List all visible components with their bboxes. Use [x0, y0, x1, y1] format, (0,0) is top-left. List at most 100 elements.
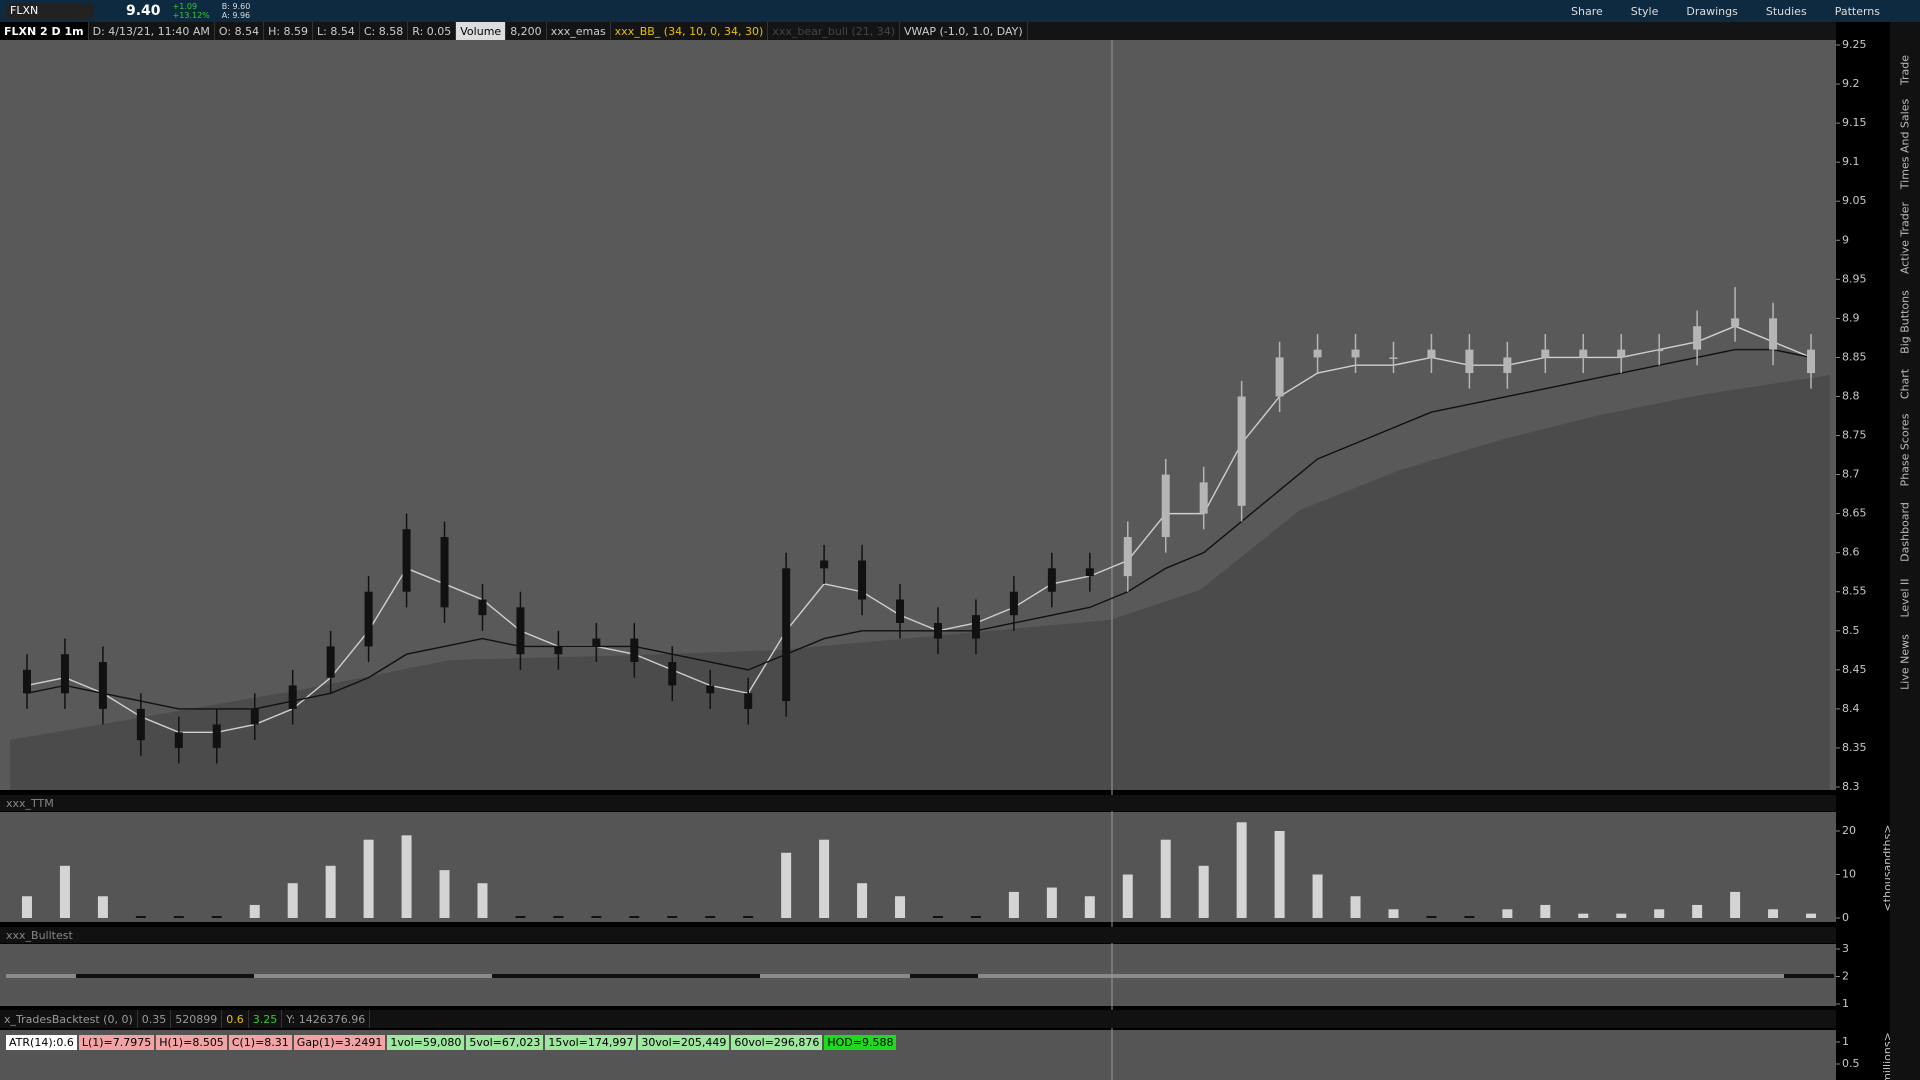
side-tab[interactable]: Times And Sales — [1898, 98, 1912, 190]
ttm-bar — [1502, 909, 1513, 918]
backtest-item: x_TradesBacktest (0, 0) — [0, 1010, 138, 1028]
y-tick-label: 8.6 — [1842, 546, 1860, 559]
candle-body — [782, 568, 791, 702]
price-panel — [0, 40, 1836, 790]
backtest-item: Y: 1426376.96 — [282, 1010, 371, 1028]
ttm-bar — [287, 883, 298, 918]
backtest-row: x_TradesBacktest (0, 0) 0.35 520899 0.6 3.25… — [0, 1010, 1836, 1028]
candle-body — [1693, 326, 1702, 350]
y-tick-label: 9.1 — [1842, 155, 1860, 168]
header-item: D: 4/13/21, 11:40 AM — [89, 22, 215, 40]
toolbar-buttons: Share Style Drawings Studies Patterns — [1571, 5, 1880, 18]
stat-badge: C(1)=8.31 — [228, 1034, 292, 1050]
candle-body — [668, 662, 677, 686]
candle-body — [174, 732, 183, 748]
ttm-bar — [249, 904, 260, 918]
stat-badge: 5vol=67,023 — [466, 1034, 544, 1050]
candle-body — [1009, 591, 1018, 616]
ttm-bar — [932, 916, 943, 918]
ttm-bar — [667, 916, 678, 918]
side-tab[interactable]: Live News — [1898, 634, 1912, 690]
side-tab[interactable]: Trade — [1898, 54, 1912, 86]
side-tab[interactable]: Level II — [1898, 578, 1912, 618]
side-tab[interactable]: Big Buttons — [1898, 290, 1912, 354]
candle-body — [1199, 482, 1208, 514]
ttm-bar — [743, 916, 754, 918]
stats-row: ATR(14):0.6 L(1)=7.7975 H(1)=8.505 C(1)=8.3… — [6, 1033, 898, 1051]
ttm-bar — [1160, 839, 1171, 918]
y-tick-label: 8.3 — [1842, 780, 1860, 793]
ttm-bar — [1540, 904, 1551, 918]
candle-body — [212, 724, 221, 748]
band-fill — [10, 375, 1830, 790]
ttm-bar — [1616, 913, 1627, 918]
ttm-bar — [591, 916, 602, 918]
ttm-bar — [1464, 916, 1475, 918]
stat-badge: HOD=9.588 — [824, 1034, 897, 1050]
y-tick-label: 8.5 — [1842, 624, 1860, 637]
header-item: Volume — [456, 22, 507, 40]
ttm-bar — [21, 896, 32, 918]
candle-body — [1655, 349, 1664, 352]
candle-body — [1389, 357, 1398, 359]
header-item: xxx_bear_bull (21, 34) — [768, 22, 901, 40]
candle-body — [630, 638, 639, 663]
candle-body — [896, 599, 905, 623]
toolbar-button[interactable]: Share — [1571, 4, 1603, 18]
symbol-input[interactable]: FLXN — [6, 3, 94, 19]
y-tick-label: 8.7 — [1842, 468, 1860, 481]
bulltest-label-row: xxx_Bulltest — [0, 927, 1836, 943]
y-tick-label: 8.65 — [1842, 507, 1867, 520]
candle-body — [1617, 349, 1626, 358]
toolbar-button[interactable]: Patterns — [1834, 4, 1880, 18]
side-tab[interactable]: Active Trader — [1898, 201, 1912, 275]
backtest-item: 520899 — [171, 1010, 223, 1028]
candle-body — [1807, 349, 1816, 374]
side-tab[interactable]: Phase Scores — [1898, 413, 1912, 487]
ttm-bar — [401, 835, 412, 918]
ttm-bar — [1730, 891, 1741, 918]
candle-body — [933, 622, 942, 639]
stat-badge: 1vol=59,080 — [387, 1034, 465, 1050]
candle-body — [592, 638, 601, 647]
candle-body — [516, 607, 525, 655]
ttm-bar — [1692, 904, 1703, 918]
ttm-bar — [1350, 896, 1361, 918]
ask: A: 9.96 — [221, 11, 251, 20]
toolbar-button[interactable]: Drawings — [1686, 4, 1738, 18]
side-tab[interactable]: Chart — [1898, 368, 1912, 400]
candle-body — [858, 560, 867, 600]
ttm-bar — [629, 916, 640, 918]
ttm-label-row: xxx_TTM — [0, 795, 1836, 811]
candle-body — [706, 685, 715, 694]
backtest-item: 0.35 — [138, 1010, 172, 1028]
side-tab[interactable]: Dashboard — [1898, 502, 1912, 562]
ttm-bar — [1198, 865, 1209, 918]
ttm-bar — [1122, 874, 1133, 918]
ema-line — [26, 348, 1812, 710]
candle-body — [250, 708, 259, 725]
header-item: H: 8.59 — [264, 22, 314, 40]
ttm-bar — [1388, 909, 1399, 918]
candle-body — [1085, 568, 1094, 577]
y-tick-label: 9.25 — [1842, 38, 1867, 51]
header-item: L: 8.54 — [313, 22, 360, 40]
y-tick-label: 20 — [1842, 824, 1856, 837]
ttm-bar — [135, 916, 146, 918]
toolbar-button[interactable]: Studies — [1765, 4, 1807, 18]
toolbar-button[interactable]: Style — [1630, 4, 1659, 18]
ttm-bar — [477, 883, 488, 918]
candle-body — [440, 537, 449, 608]
ttm-bar — [1578, 913, 1589, 918]
stat-badge: Gap(1)=3.2491 — [293, 1034, 386, 1050]
ttm-bar — [1008, 891, 1019, 918]
y-tick-label: 8.75 — [1842, 429, 1867, 442]
candle-body — [1313, 349, 1322, 358]
header-item: 8,200 — [506, 22, 547, 40]
ttm-bar — [1768, 909, 1779, 918]
bulltest-panel — [0, 944, 1836, 1006]
ttm-bar — [439, 870, 450, 918]
y-tick-label: 8.85 — [1842, 350, 1867, 363]
candle-body — [22, 669, 31, 694]
candle-body — [1237, 396, 1246, 506]
